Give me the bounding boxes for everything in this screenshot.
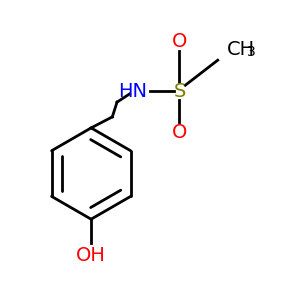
Text: CH: CH	[226, 40, 255, 59]
Text: 3: 3	[247, 45, 256, 59]
Text: O: O	[172, 32, 187, 51]
Text: HN: HN	[118, 82, 147, 100]
Text: S: S	[173, 82, 186, 100]
Text: O: O	[172, 123, 187, 142]
Text: OH: OH	[76, 246, 106, 265]
